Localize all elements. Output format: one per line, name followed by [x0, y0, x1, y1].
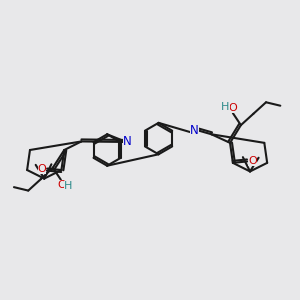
Text: N: N — [123, 135, 132, 148]
Text: O: O — [38, 164, 46, 174]
Text: H: H — [221, 102, 230, 112]
Text: O: O — [228, 103, 237, 113]
Text: H: H — [64, 181, 73, 191]
Text: O: O — [57, 180, 66, 190]
Text: O: O — [248, 156, 257, 167]
Text: N: N — [190, 124, 199, 137]
